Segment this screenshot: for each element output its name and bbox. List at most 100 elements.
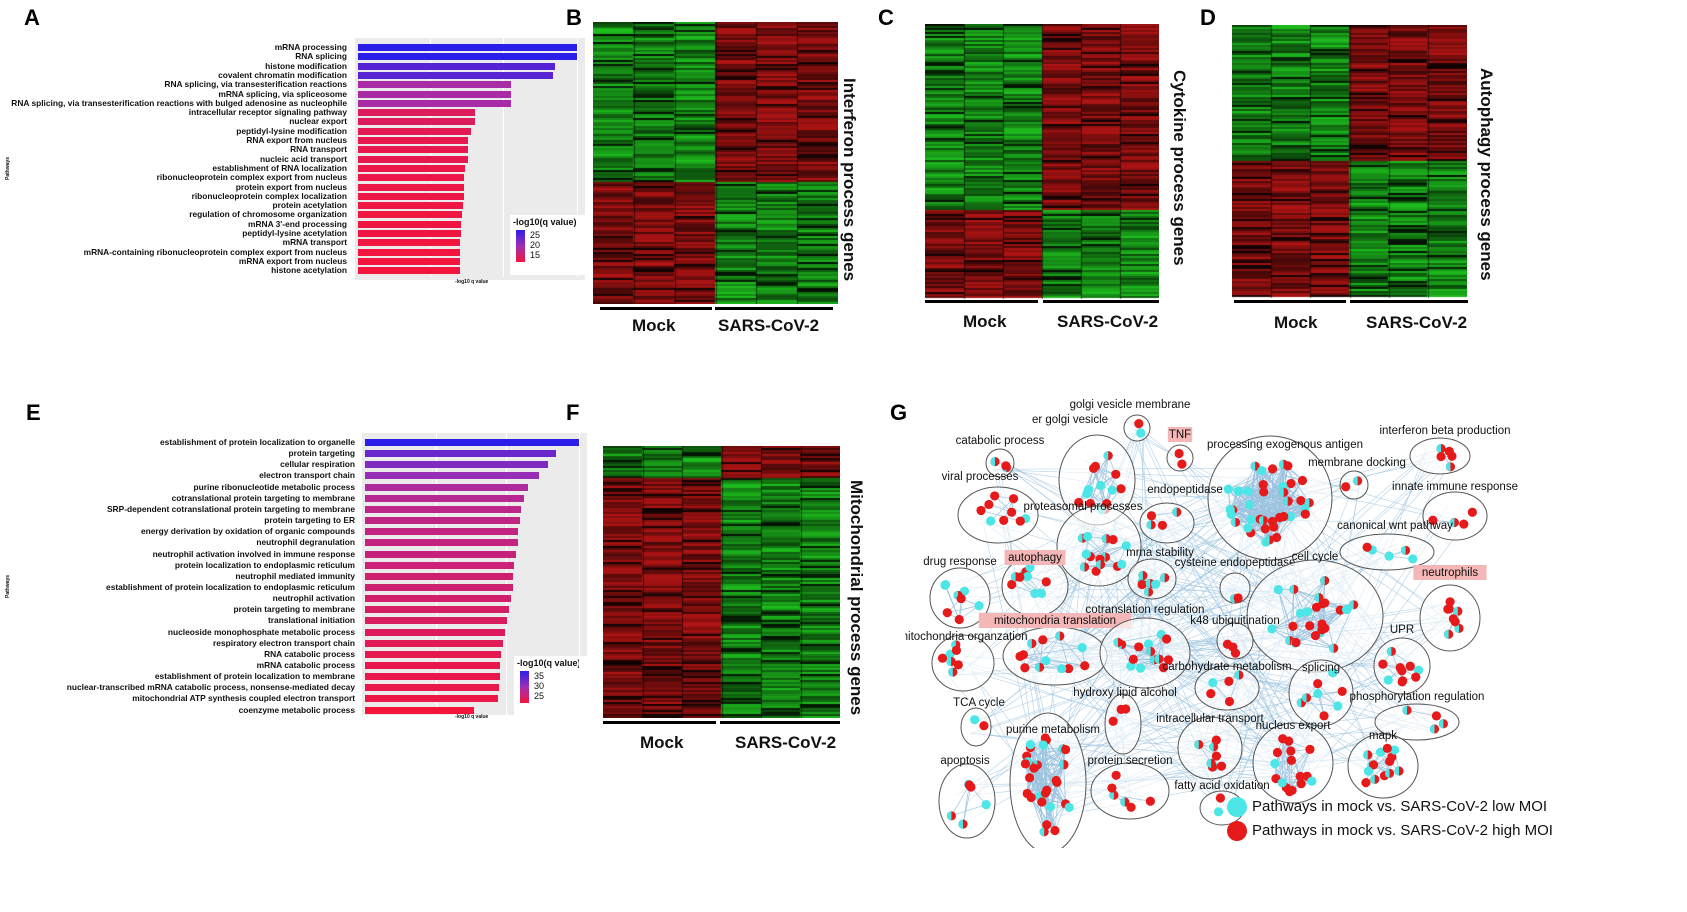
network-edge (1228, 484, 1264, 490)
network-edge (1030, 744, 1064, 765)
bar-chart-a: Pathways -log10 q value -log10(q value) … (0, 30, 595, 295)
pathway-node (1272, 747, 1283, 758)
pathway-label: protein targeting (288, 448, 355, 459)
cluster: carbohydrate metabolism (1162, 661, 1292, 711)
pathway-node (1260, 524, 1270, 534)
pathway-node (1161, 634, 1172, 644)
pathway-node (1022, 571, 1033, 582)
pathway-node (1135, 663, 1146, 673)
pathway-label: protein acetylation (272, 200, 347, 211)
network-edge (1042, 745, 1048, 825)
pathway-node (1137, 579, 1147, 590)
cluster-label: membrane docking (1308, 457, 1406, 469)
pathway-label: RNA catabolic process (264, 648, 355, 659)
pathway-node (1269, 522, 1279, 532)
pathway-label: cellular respiration (280, 459, 355, 470)
pathway-node (1272, 532, 1282, 543)
network-edge (1292, 589, 1295, 627)
pathway-node-split (1285, 635, 1290, 646)
cluster-label: nucleus export (1256, 720, 1332, 732)
bar (365, 673, 500, 681)
heatmap-cells (1232, 25, 1467, 298)
gridline (577, 38, 578, 277)
pathway-label: protein export from nucleus (235, 181, 347, 192)
legend-gradient (516, 230, 525, 262)
cluster-label: apoptosis (940, 755, 989, 767)
panel-letter-b: B (566, 5, 582, 30)
pathway-node (1307, 776, 1317, 786)
pathway-node (1020, 663, 1030, 673)
pathway-node (1224, 696, 1235, 707)
pathway-node (1337, 686, 1347, 697)
pathway-node-split (946, 656, 952, 667)
cluster-label: drug response (923, 556, 997, 568)
pathway-node (1408, 554, 1418, 564)
pathway-node (1302, 607, 1313, 617)
pathway-label: establishment of RNA localization (212, 162, 347, 173)
pathway-node (1111, 770, 1121, 780)
pathway-node (1279, 511, 1289, 522)
cluster-outline (1123, 414, 1151, 442)
pathway-node-split (1209, 742, 1214, 752)
cluster: golgi vesicle membrane (1070, 399, 1190, 442)
pathway-node (1177, 459, 1187, 469)
pathway-node-split (1234, 670, 1239, 680)
cluster: proteasomal processes (1024, 501, 1143, 587)
pathway-node (1121, 541, 1131, 551)
pathway-label: intracellular receptor signaling pathway (188, 107, 347, 118)
bar (365, 517, 520, 525)
cluster: mitochondria organzation (905, 631, 1028, 692)
pathway-node (1206, 689, 1216, 699)
pathway-node (1267, 464, 1278, 474)
pathway-node (990, 491, 1000, 501)
bar (358, 137, 468, 144)
network-edge (1133, 658, 1164, 668)
pathway-node-split (948, 667, 953, 677)
pathway-node (1077, 642, 1087, 653)
heatmap-title: Autophagy process genes (1477, 68, 1496, 281)
pathway-node (1015, 516, 1025, 526)
pathway-node (1341, 482, 1351, 492)
pathway-node (1467, 507, 1477, 517)
cluster-label: er golgi vesicle (1032, 414, 1108, 426)
pathway-node (1375, 747, 1386, 757)
pathway-node (1020, 759, 1031, 769)
pathway-node-split (1027, 638, 1032, 649)
pathway-label: ribonucleoprotein complex export from nu… (156, 172, 347, 183)
pathway-node (1030, 588, 1040, 599)
bar (365, 494, 525, 502)
pathway-node-split (1445, 462, 1451, 472)
pathway-node (1296, 495, 1306, 506)
pathway-node (964, 780, 974, 790)
pathway-node-split (1301, 693, 1307, 703)
bar (358, 71, 554, 79)
network-edge (1289, 589, 1295, 641)
pathway-node (1387, 752, 1397, 762)
bar (365, 539, 518, 547)
pathway-node (1083, 531, 1093, 542)
pathway-node (1233, 486, 1243, 496)
heatmap-cells (925, 24, 1159, 299)
network-edge (1090, 545, 1127, 557)
pathway-label: RNA splicing, via transesterification re… (164, 79, 347, 90)
bar (365, 483, 529, 491)
bar (358, 118, 475, 126)
pathway-node-split (946, 811, 952, 821)
pathway-node (1413, 665, 1424, 675)
bar (358, 211, 463, 219)
pathway-node (1390, 745, 1400, 755)
bar (365, 450, 557, 458)
pathway-node (1222, 639, 1233, 649)
x-axis-label: -log10 q value (455, 714, 489, 720)
bar (365, 439, 579, 446)
legend-title: -log10(q value) (517, 658, 581, 668)
pathway-node-split (1258, 515, 1264, 525)
group-bracket (600, 307, 712, 310)
network-edge (1283, 464, 1310, 503)
bar (365, 706, 474, 714)
bar (358, 202, 463, 210)
pathway-node (1341, 604, 1352, 615)
network-edge (1367, 754, 1390, 774)
cluster-label: intracellular transport (1156, 713, 1264, 725)
pathway-node (1064, 663, 1074, 674)
